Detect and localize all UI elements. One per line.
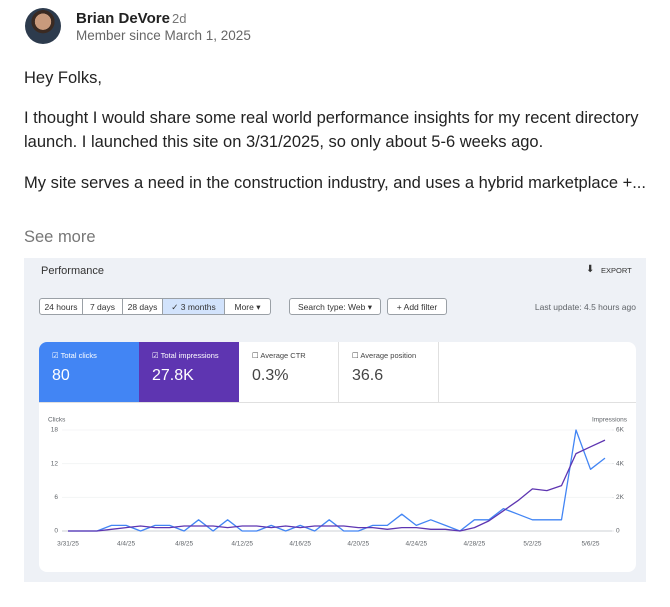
dropdown-icon: ▾ [365, 302, 373, 312]
y2-tick-label: 4K [616, 460, 625, 467]
metric-card[interactable]: ☐ Average position 36.6 [339, 342, 439, 402]
last-update: Last update: 4.5 hours ago [534, 302, 636, 312]
avatar[interactable] [25, 8, 61, 44]
range-button[interactable]: 7 days [83, 298, 123, 315]
metric-value: 36.6 [352, 367, 384, 384]
y2-tick-label: 2K [616, 494, 625, 501]
x-tick-label: 4/24/25 [405, 541, 427, 548]
range-label: More [234, 302, 254, 312]
x-tick-label: 4/16/25 [289, 541, 311, 548]
search-type-label: Search type: Web [297, 302, 366, 312]
metric-label: Average position [360, 351, 417, 360]
series-line [68, 429, 606, 532]
paragraph: My site serves a need in the constructio… [24, 174, 646, 192]
metric-value: 0.3% [252, 367, 289, 384]
x-tick-label: 5/6/25 [581, 541, 599, 548]
search-type-button[interactable]: Search type: Web ▾ [289, 298, 381, 315]
checkbox[interactable]: ☑ [52, 351, 61, 360]
y2-axis-label: Impressions [592, 417, 628, 424]
x-tick-label: 4/20/25 [347, 541, 369, 548]
checkbox[interactable]: ☑ [152, 351, 161, 360]
x-tick-label: 4/28/25 [464, 541, 486, 548]
x-tick-label: 4/8/25 [175, 541, 193, 548]
metric-card[interactable]: ☑ Total clicks 80 [39, 342, 139, 402]
divider [39, 402, 636, 403]
export-icon[interactable]: ⬇ [586, 264, 595, 275]
add-filter-label: Add filter [403, 302, 438, 312]
range-button[interactable]: 24 hours [39, 298, 83, 315]
x-tick-label: 4/4/25 [117, 541, 135, 548]
export-button[interactable]: EXPORT [601, 266, 632, 275]
y-tick-label: 6 [54, 494, 58, 501]
see-more[interactable]: See more [24, 228, 96, 246]
x-tick-label: 3/31/25 [57, 541, 79, 548]
range-button-selected[interactable]: ✓ 3 months [163, 298, 225, 315]
checkbox[interactable]: ☐ [252, 351, 261, 360]
metric-card[interactable]: ☑ Total impressions 27.8K [139, 342, 239, 402]
x-tick-label: 4/12/25 [231, 541, 253, 548]
paragraph: Hey Folks, [24, 69, 102, 87]
y2-tick-label: 0 [616, 528, 620, 535]
paragraph: I thought I would share some real world … [24, 109, 639, 151]
metric-label: Total impressions [160, 351, 219, 360]
x-tick-label: 5/2/25 [523, 541, 541, 548]
range-label: 3 months [180, 302, 216, 312]
add-filter-button[interactable]: + Add filter [387, 298, 447, 315]
check-icon: ✓ [171, 302, 181, 312]
checkbox[interactable]: ☐ [352, 351, 361, 360]
metric-value: 80 [52, 367, 70, 384]
y-axis-label: Clicks [48, 417, 66, 424]
range-button[interactable]: 28 days [123, 298, 163, 315]
metric-label: Total clicks [60, 351, 97, 360]
metric-card[interactable]: ☐ Average CTR 0.3% [239, 342, 339, 402]
post-time: 2d [172, 11, 187, 26]
y2-tick-label: 6K [616, 427, 625, 434]
plus-icon: + [396, 302, 404, 312]
y-tick-label: 0 [54, 528, 58, 535]
author-name[interactable]: Brian DeVore [76, 10, 170, 27]
range-button[interactable]: More ▾ [225, 298, 271, 315]
metric-value: 27.8K [152, 367, 194, 384]
y-tick-label: 12 [51, 460, 59, 467]
series-line [68, 439, 606, 532]
y-tick-label: 18 [51, 427, 59, 434]
metric-label: Average CTR [260, 351, 306, 360]
dropdown-icon: ▾ [253, 302, 261, 312]
panel-title: Performance [41, 265, 104, 277]
member-since: Member since March 1, 2025 [76, 28, 251, 43]
